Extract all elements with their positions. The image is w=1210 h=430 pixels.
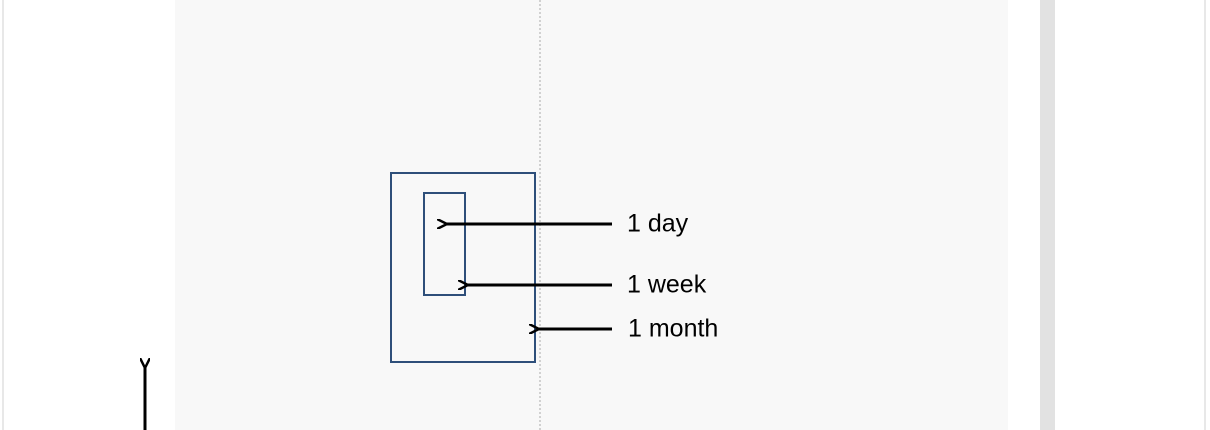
plot-area	[175, 0, 1008, 430]
week-box	[423, 192, 466, 296]
annotation: 1 month	[628, 315, 718, 343]
scroll-strip	[1040, 0, 1055, 430]
annotation-shapes	[390, 172, 536, 363]
month-box	[390, 172, 536, 363]
annotation: 1 week	[627, 271, 707, 299]
annotation: 1 day	[627, 210, 689, 238]
annotation-arrows	[145, 224, 612, 430]
